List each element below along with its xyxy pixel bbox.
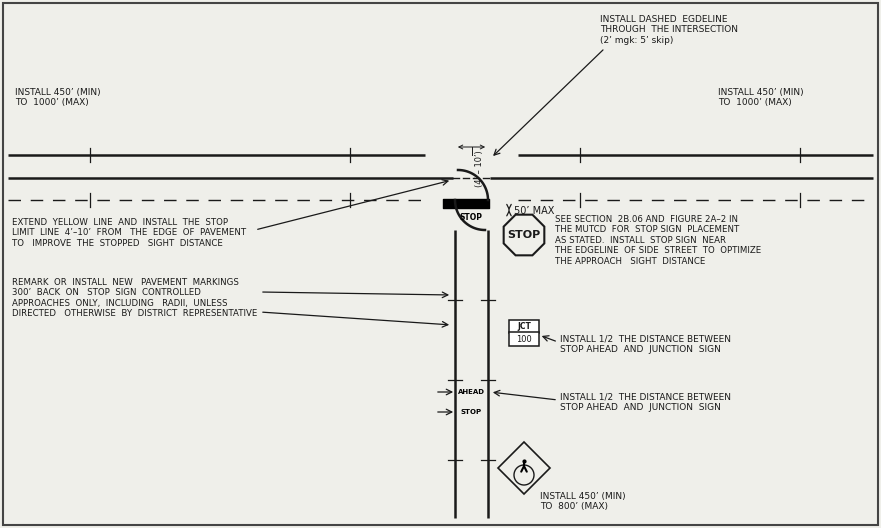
Text: INSTALL 450’ (MIN)
TO  1000’ (MAX): INSTALL 450’ (MIN) TO 1000’ (MAX) bbox=[718, 88, 803, 107]
Text: INSTALL 450’ (MIN)
TO  1000’ (MAX): INSTALL 450’ (MIN) TO 1000’ (MAX) bbox=[15, 88, 100, 107]
Text: AHEAD: AHEAD bbox=[458, 389, 485, 395]
Text: INSTALL DASHED  EGDELINE
THROUGH  THE INTERSECTION
(2’ mgk: 5’ skip): INSTALL DASHED EGDELINE THROUGH THE INTE… bbox=[600, 15, 738, 45]
FancyBboxPatch shape bbox=[509, 320, 539, 333]
FancyBboxPatch shape bbox=[509, 332, 539, 346]
Text: INSTALL 450’ (MIN)
TO  800’ (MAX): INSTALL 450’ (MIN) TO 800’ (MAX) bbox=[540, 492, 626, 512]
Text: STOP: STOP bbox=[460, 213, 483, 222]
Text: REMARK  OR  INSTALL  NEW   PAVEMENT  MARKINGS
300’  BACK  ON   STOP  SIGN  CONTR: REMARK OR INSTALL NEW PAVEMENT MARKINGS … bbox=[12, 278, 257, 318]
Text: SEE SECTION  2B.06 AND  FIGURE 2A–2 IN
THE MUTCD  FOR  STOP SIGN  PLACEMENT
AS S: SEE SECTION 2B.06 AND FIGURE 2A–2 IN THE… bbox=[555, 215, 761, 266]
Text: 100: 100 bbox=[516, 335, 532, 344]
Text: STOP: STOP bbox=[461, 409, 482, 415]
Text: INSTALL 1/2  THE DISTANCE BETWEEN
STOP AHEAD  AND  JUNCTION  SIGN: INSTALL 1/2 THE DISTANCE BETWEEN STOP AH… bbox=[560, 335, 731, 354]
Text: STOP: STOP bbox=[507, 230, 541, 240]
Text: EXTEND  YELLOW  LINE  AND  INSTALL  THE  STOP
LIMIT  LINE  4’–10’  FROM   THE  E: EXTEND YELLOW LINE AND INSTALL THE STOP … bbox=[12, 218, 246, 248]
Text: JCT: JCT bbox=[517, 322, 531, 331]
Text: (4’ – 10’): (4’ – 10’) bbox=[475, 150, 484, 187]
Text: INSTALL 1/2  THE DISTANCE BETWEEN
STOP AHEAD  AND  JUNCTION  SIGN: INSTALL 1/2 THE DISTANCE BETWEEN STOP AH… bbox=[560, 393, 731, 412]
Text: 50’ MAX: 50’ MAX bbox=[514, 206, 554, 216]
